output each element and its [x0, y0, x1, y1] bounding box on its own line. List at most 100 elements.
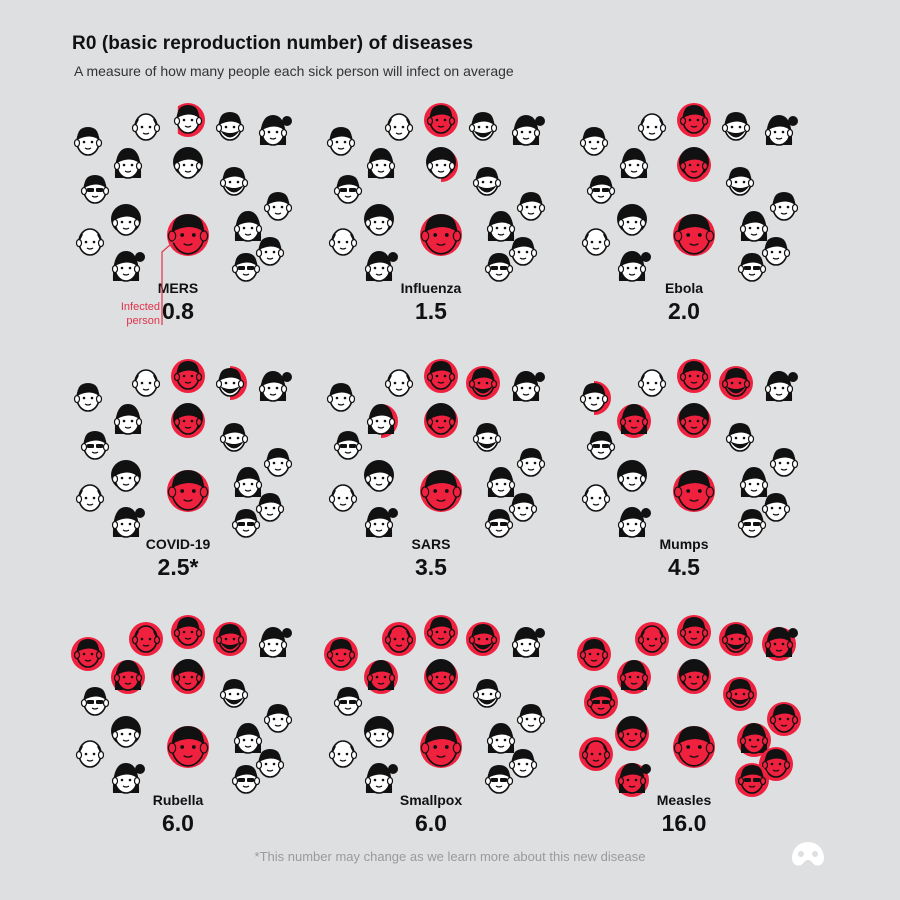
person-mumps-11 — [739, 467, 769, 498]
person-rubella-3 — [113, 660, 143, 691]
person-rubella-12 — [255, 749, 285, 778]
person-mumps-2 — [721, 368, 751, 397]
person-mers-7 — [80, 175, 110, 204]
person-mumps-1 — [679, 403, 709, 435]
person-covid-19-9 — [111, 460, 141, 492]
person-influenza-4 — [326, 127, 356, 156]
faces-rubella — [71, 615, 293, 794]
r0-value-mers: 0.8 — [162, 298, 194, 324]
person-mumps-0 — [679, 361, 709, 390]
disease-label-influenza: Influenza — [400, 280, 462, 296]
r0-value-mumps: 4.5 — [668, 554, 700, 580]
panel-sars: SARS 3.5 — [301, 346, 561, 599]
person-mumps-8 — [769, 448, 799, 477]
person-mers-8 — [263, 192, 293, 221]
sick-person-influenza — [420, 214, 462, 255]
disease-label-rubella: Rubella — [152, 792, 204, 808]
sick-person-covid-19 — [167, 470, 209, 511]
person-covid-19-11 — [233, 467, 263, 498]
person-smallpox-13 — [328, 740, 358, 768]
person-measles-4 — [579, 639, 609, 668]
r0-value-covid-19: 2.5* — [157, 554, 199, 580]
person-mumps-12 — [761, 493, 791, 522]
panel-covid-19: COVID-19 2.5* — [48, 346, 308, 599]
person-covid-19-10 — [219, 423, 249, 452]
person-measles-9 — [617, 716, 647, 748]
person-sars-7 — [333, 431, 363, 460]
r0-value-rubella: 6.0 — [162, 810, 194, 836]
person-influenza-15 — [484, 253, 514, 282]
person-rubella-1 — [173, 659, 203, 691]
person-smallpox-12 — [508, 749, 538, 778]
person-influenza-11 — [486, 211, 516, 242]
person-measles-7 — [586, 687, 616, 716]
person-ebola-2 — [721, 112, 751, 141]
person-sars-1 — [426, 403, 456, 435]
chart-title: R0 (basic reproduction number) of diseas… — [72, 33, 474, 54]
person-ebola-12 — [761, 237, 791, 266]
person-ebola-5 — [637, 113, 667, 141]
person-mumps-7 — [586, 431, 616, 460]
disease-label-mers: MERS — [157, 280, 199, 296]
sick-person-measles — [673, 726, 715, 767]
person-covid-19-5 — [131, 369, 161, 397]
person-ebola-0 — [679, 105, 709, 134]
person-mers-15 — [231, 253, 261, 282]
person-ebola-10 — [725, 167, 755, 196]
sick-person-sars — [420, 470, 462, 511]
person-influenza-14 — [364, 251, 398, 282]
person-rubella-8 — [263, 704, 293, 733]
disease-label-ebola: Ebola — [664, 280, 704, 296]
person-rubella-6 — [258, 627, 292, 658]
person-ebola-13 — [581, 228, 611, 256]
panel-mers: MERS 0.8 — [48, 90, 308, 343]
r0-value-ebola: 2.0 — [668, 298, 700, 324]
r0-value-sars: 3.5 — [415, 554, 447, 580]
person-covid-19-2 — [215, 368, 245, 397]
person-smallpox-7 — [333, 687, 363, 716]
person-influenza-0 — [426, 105, 456, 134]
infected-person-annotation: Infected person — [110, 300, 160, 328]
faces-ebola — [579, 103, 799, 282]
person-ebola-4 — [579, 127, 609, 156]
sick-person-mumps — [673, 470, 715, 511]
person-mers-3 — [113, 148, 143, 179]
person-covid-19-7 — [80, 431, 110, 460]
person-measles-3 — [619, 660, 649, 691]
faces-smallpox — [324, 615, 546, 794]
person-mers-6 — [258, 115, 292, 146]
person-sars-5 — [384, 369, 414, 397]
person-influenza-5 — [384, 113, 414, 141]
annotation-line-2: person — [126, 315, 160, 327]
person-mumps-10 — [725, 423, 755, 452]
r0-value-smallpox: 6.0 — [415, 810, 447, 836]
person-measles-6 — [764, 627, 798, 658]
person-rubella-2 — [215, 624, 245, 653]
r0-value-measles: 16.0 — [661, 810, 707, 836]
person-smallpox-10 — [472, 679, 502, 708]
person-mers-2 — [215, 112, 245, 141]
person-smallpox-11 — [486, 723, 516, 754]
person-mumps-3 — [619, 404, 649, 435]
faces-influenza — [326, 103, 546, 282]
person-influenza-8 — [516, 192, 546, 221]
person-mers-10 — [219, 167, 249, 196]
faces-measles — [577, 615, 801, 797]
person-covid-19-8 — [263, 448, 293, 477]
disease-label-measles: Measles — [656, 792, 712, 808]
person-smallpox-8 — [516, 704, 546, 733]
r0-value-influenza: 1.5 — [415, 298, 447, 324]
person-covid-19-4 — [73, 383, 103, 412]
person-measles-2 — [721, 624, 751, 653]
person-sars-8 — [516, 448, 546, 477]
disease-label-mumps: Mumps — [659, 536, 709, 552]
person-covid-19-0 — [173, 361, 203, 390]
person-sars-14 — [364, 507, 398, 538]
person-ebola-6 — [764, 115, 798, 146]
person-covid-19-1 — [173, 403, 203, 435]
person-measles-5 — [637, 625, 667, 653]
annotation-line-1: Infected — [120, 301, 160, 313]
person-influenza-10 — [472, 167, 502, 196]
person-ebola-7 — [586, 175, 616, 204]
person-rubella-0 — [173, 617, 203, 646]
